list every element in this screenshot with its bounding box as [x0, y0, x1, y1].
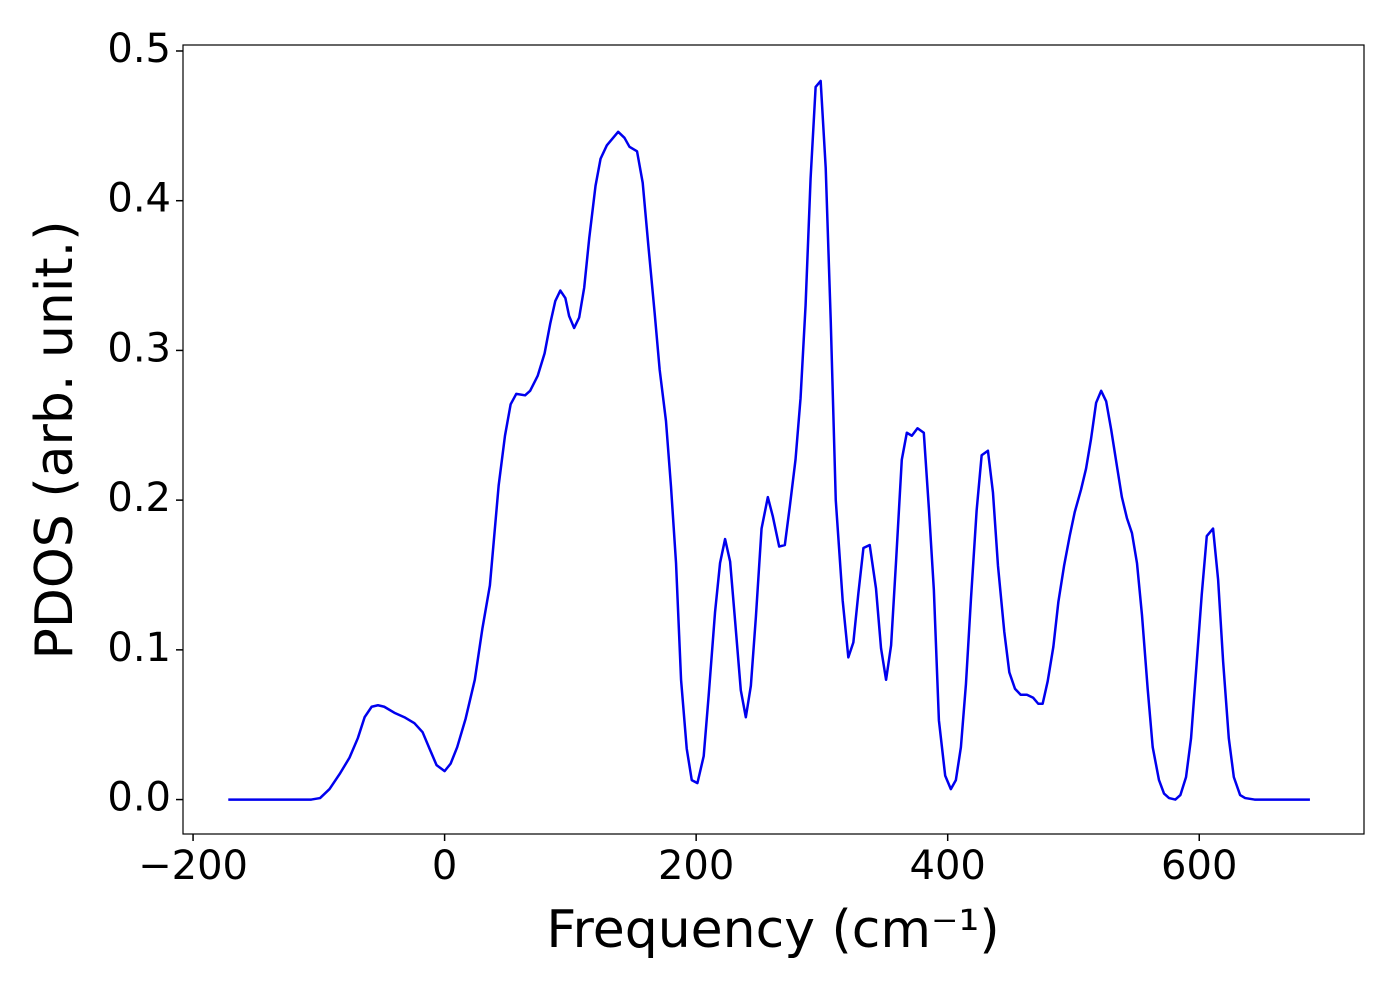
x-tick-label: 0: [432, 843, 457, 889]
x-tick-label: 600: [1161, 843, 1237, 889]
x-tick-label: −200: [138, 843, 248, 889]
y-tick-label: 0.1: [107, 625, 171, 671]
x-tick-label: 200: [658, 843, 734, 889]
y-tick-label: 0.4: [107, 176, 171, 222]
y-tick-label: 0.3: [107, 325, 171, 371]
y-tick-label: 0.0: [107, 775, 171, 821]
x-tick-label: 400: [910, 843, 986, 889]
y-tick-label: 0.2: [107, 475, 171, 521]
y-tick-label: 0.5: [107, 26, 171, 72]
x-axis-label: Frequency (cm⁻¹): [546, 900, 999, 960]
plot-frame: [182, 44, 1365, 835]
y-axis-label: PDOS (arb. unit.): [25, 220, 85, 659]
data-line: [228, 79, 1310, 801]
